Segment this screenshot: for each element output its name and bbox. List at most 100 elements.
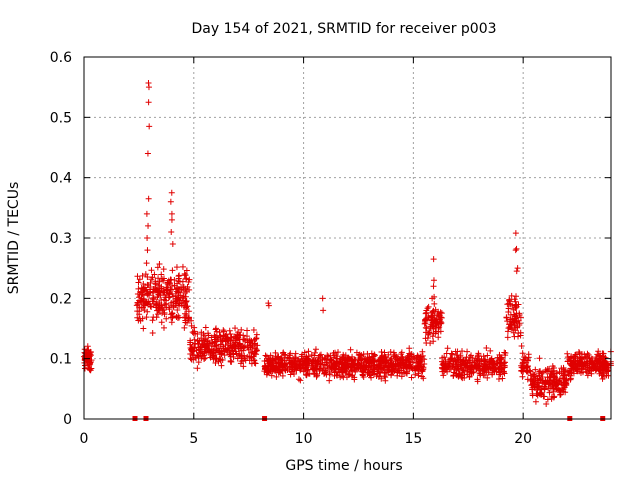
data-point: [430, 277, 437, 284]
data-point: [157, 307, 164, 314]
data-point: [437, 328, 444, 335]
data-point: [551, 385, 558, 392]
data-point: [516, 310, 523, 317]
data-point: [243, 335, 250, 342]
data-point: [146, 301, 153, 308]
data-point: [537, 376, 544, 383]
data-point: [518, 343, 525, 350]
data-point: [149, 330, 156, 337]
data-point: [181, 310, 188, 317]
data-point: [514, 265, 521, 272]
data-point: [84, 343, 91, 350]
data-point: [168, 228, 175, 235]
data-point: [163, 284, 170, 291]
data-point: [305, 348, 312, 355]
data-point: [359, 372, 366, 379]
data-point: [340, 353, 347, 360]
data-point: [292, 350, 299, 357]
data-point: [439, 368, 446, 375]
data-point: [317, 359, 324, 366]
data-point: [209, 353, 216, 360]
data-point: [321, 367, 328, 374]
data-point: [168, 210, 175, 217]
data-point: [234, 337, 241, 344]
data-point: [418, 363, 425, 370]
data-point: [224, 349, 231, 356]
data-point: [441, 354, 448, 361]
data-point: [168, 216, 175, 223]
data-point: [526, 367, 533, 374]
data-point: [211, 343, 218, 350]
data-point: [412, 365, 419, 372]
data-point: [464, 365, 471, 372]
data-point: [603, 367, 610, 374]
data-point: [431, 300, 438, 307]
data-point: [141, 302, 148, 309]
data-point: [308, 360, 315, 367]
data-point: [281, 362, 288, 369]
data-point: [275, 364, 282, 371]
data-point: [474, 376, 481, 383]
data-point: [188, 317, 195, 324]
data-point: [532, 366, 539, 373]
data-point: [189, 352, 196, 359]
data-point: [509, 315, 516, 322]
data-point: [413, 359, 420, 366]
data-point: [188, 344, 195, 351]
data-point: [512, 305, 519, 312]
data-point: [371, 352, 378, 359]
data-point: [468, 363, 475, 370]
data-point: [302, 360, 309, 367]
data-point: [578, 356, 585, 363]
data-point: [321, 354, 328, 361]
data-point: [302, 365, 309, 372]
data-point: [410, 354, 417, 361]
data-point: [361, 356, 368, 363]
data-point: [329, 365, 336, 372]
data-point: [244, 327, 251, 334]
data-point: [164, 287, 171, 294]
chart-title: Day 154 of 2021, SRMTID for receiver p00…: [191, 21, 496, 37]
data-point: [563, 376, 570, 383]
data-point: [423, 309, 430, 316]
data-point: [240, 336, 247, 343]
data-point: [227, 330, 234, 337]
data-point: [381, 349, 388, 356]
data-point: [581, 362, 588, 369]
data-point: [279, 357, 286, 364]
data-point: [331, 372, 338, 379]
data-point: [168, 189, 175, 196]
data-point: [348, 360, 355, 367]
data-point: [232, 325, 239, 332]
data-point: [146, 292, 153, 299]
data-point: [525, 354, 532, 361]
data-point: [519, 350, 526, 357]
data-point: [213, 328, 220, 335]
data-point: [368, 374, 375, 381]
data-point: [529, 390, 536, 397]
data-point: [548, 395, 555, 402]
data-point: [550, 364, 557, 371]
data-point: [201, 336, 208, 343]
data-point: [182, 289, 189, 296]
data-point: [351, 365, 358, 372]
data-point: [435, 334, 442, 341]
data-point: [543, 400, 550, 407]
data-point: [398, 373, 405, 380]
data-point: [139, 315, 146, 322]
data-point: [146, 123, 153, 130]
data-point: [81, 365, 88, 372]
data-point: [512, 247, 519, 254]
data-point: [173, 300, 180, 307]
data-point: [508, 292, 515, 299]
data-point: [376, 362, 383, 369]
data-point: [480, 364, 487, 371]
data-point: [544, 367, 551, 374]
data-point: [378, 354, 385, 361]
data-point: [143, 314, 150, 321]
data-point: [292, 364, 299, 371]
data-point: [419, 348, 426, 355]
data-point: [199, 350, 206, 357]
data-point: [522, 355, 529, 362]
data-points: [81, 79, 614, 407]
